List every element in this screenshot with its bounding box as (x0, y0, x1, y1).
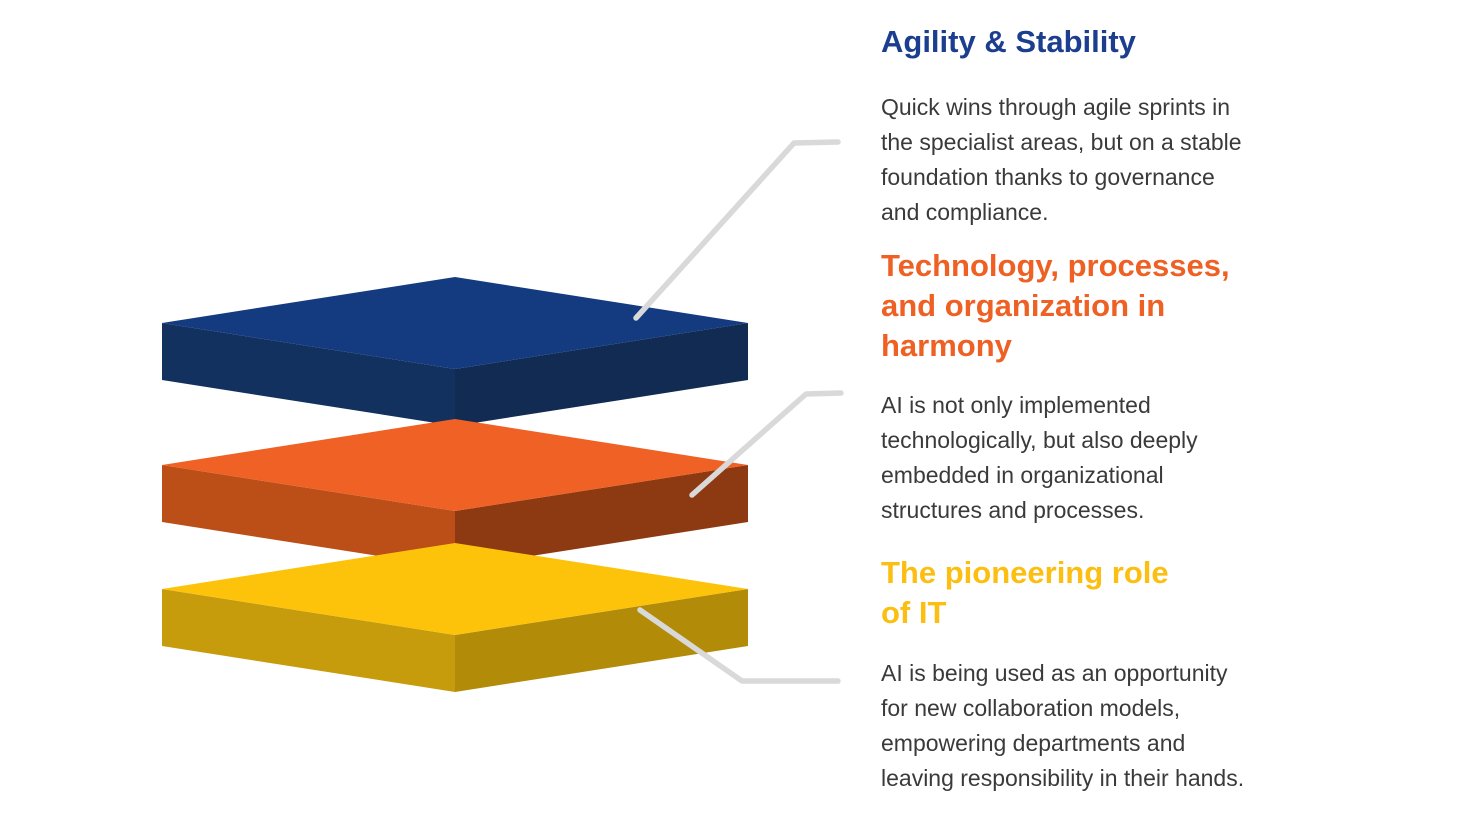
blue-layer-top-face (162, 277, 748, 369)
yellow-layer-right-face (455, 589, 748, 692)
panel-technology-processes: Technology, processes, and organization … (881, 246, 1361, 528)
panel-heading-technology-processes: Technology, processes, and organization … (881, 248, 1230, 363)
layer-pioneering-role-of-it (162, 543, 748, 692)
panel-agility-stability: Agility & Stability Quick wins through a… (881, 22, 1361, 230)
panel-pioneering-role: The pioneering role of IT AI is being us… (881, 553, 1361, 796)
panel-body-pioneering-role: AI is being used as an opportunity for n… (881, 660, 1245, 791)
panel-body-technology-processes: AI is not only implemented technological… (881, 392, 1198, 523)
yellow-layer-left-face (162, 589, 455, 692)
connector-line-technology (689, 390, 844, 498)
layer-agility-stability (162, 277, 748, 426)
orange-layer-top-face (162, 419, 748, 511)
blue-layer-left-face (162, 323, 455, 426)
yellow-layer-top-face (162, 543, 748, 635)
orange-layer-left-face (162, 465, 455, 568)
connector-lines (633, 139, 844, 684)
blue-layer-right-face (455, 323, 748, 426)
panel-body-agility-stability: Quick wins through agile sprints in the … (881, 94, 1242, 225)
connector-line-pioneering (637, 607, 841, 684)
orange-layer-right-face (455, 465, 748, 568)
panel-heading-pioneering-role: The pioneering role of IT (881, 555, 1169, 630)
layer-technology-processes-organization (162, 419, 748, 568)
panel-heading-agility-stability: Agility & Stability (881, 24, 1136, 59)
connector-line-agility (633, 139, 841, 321)
